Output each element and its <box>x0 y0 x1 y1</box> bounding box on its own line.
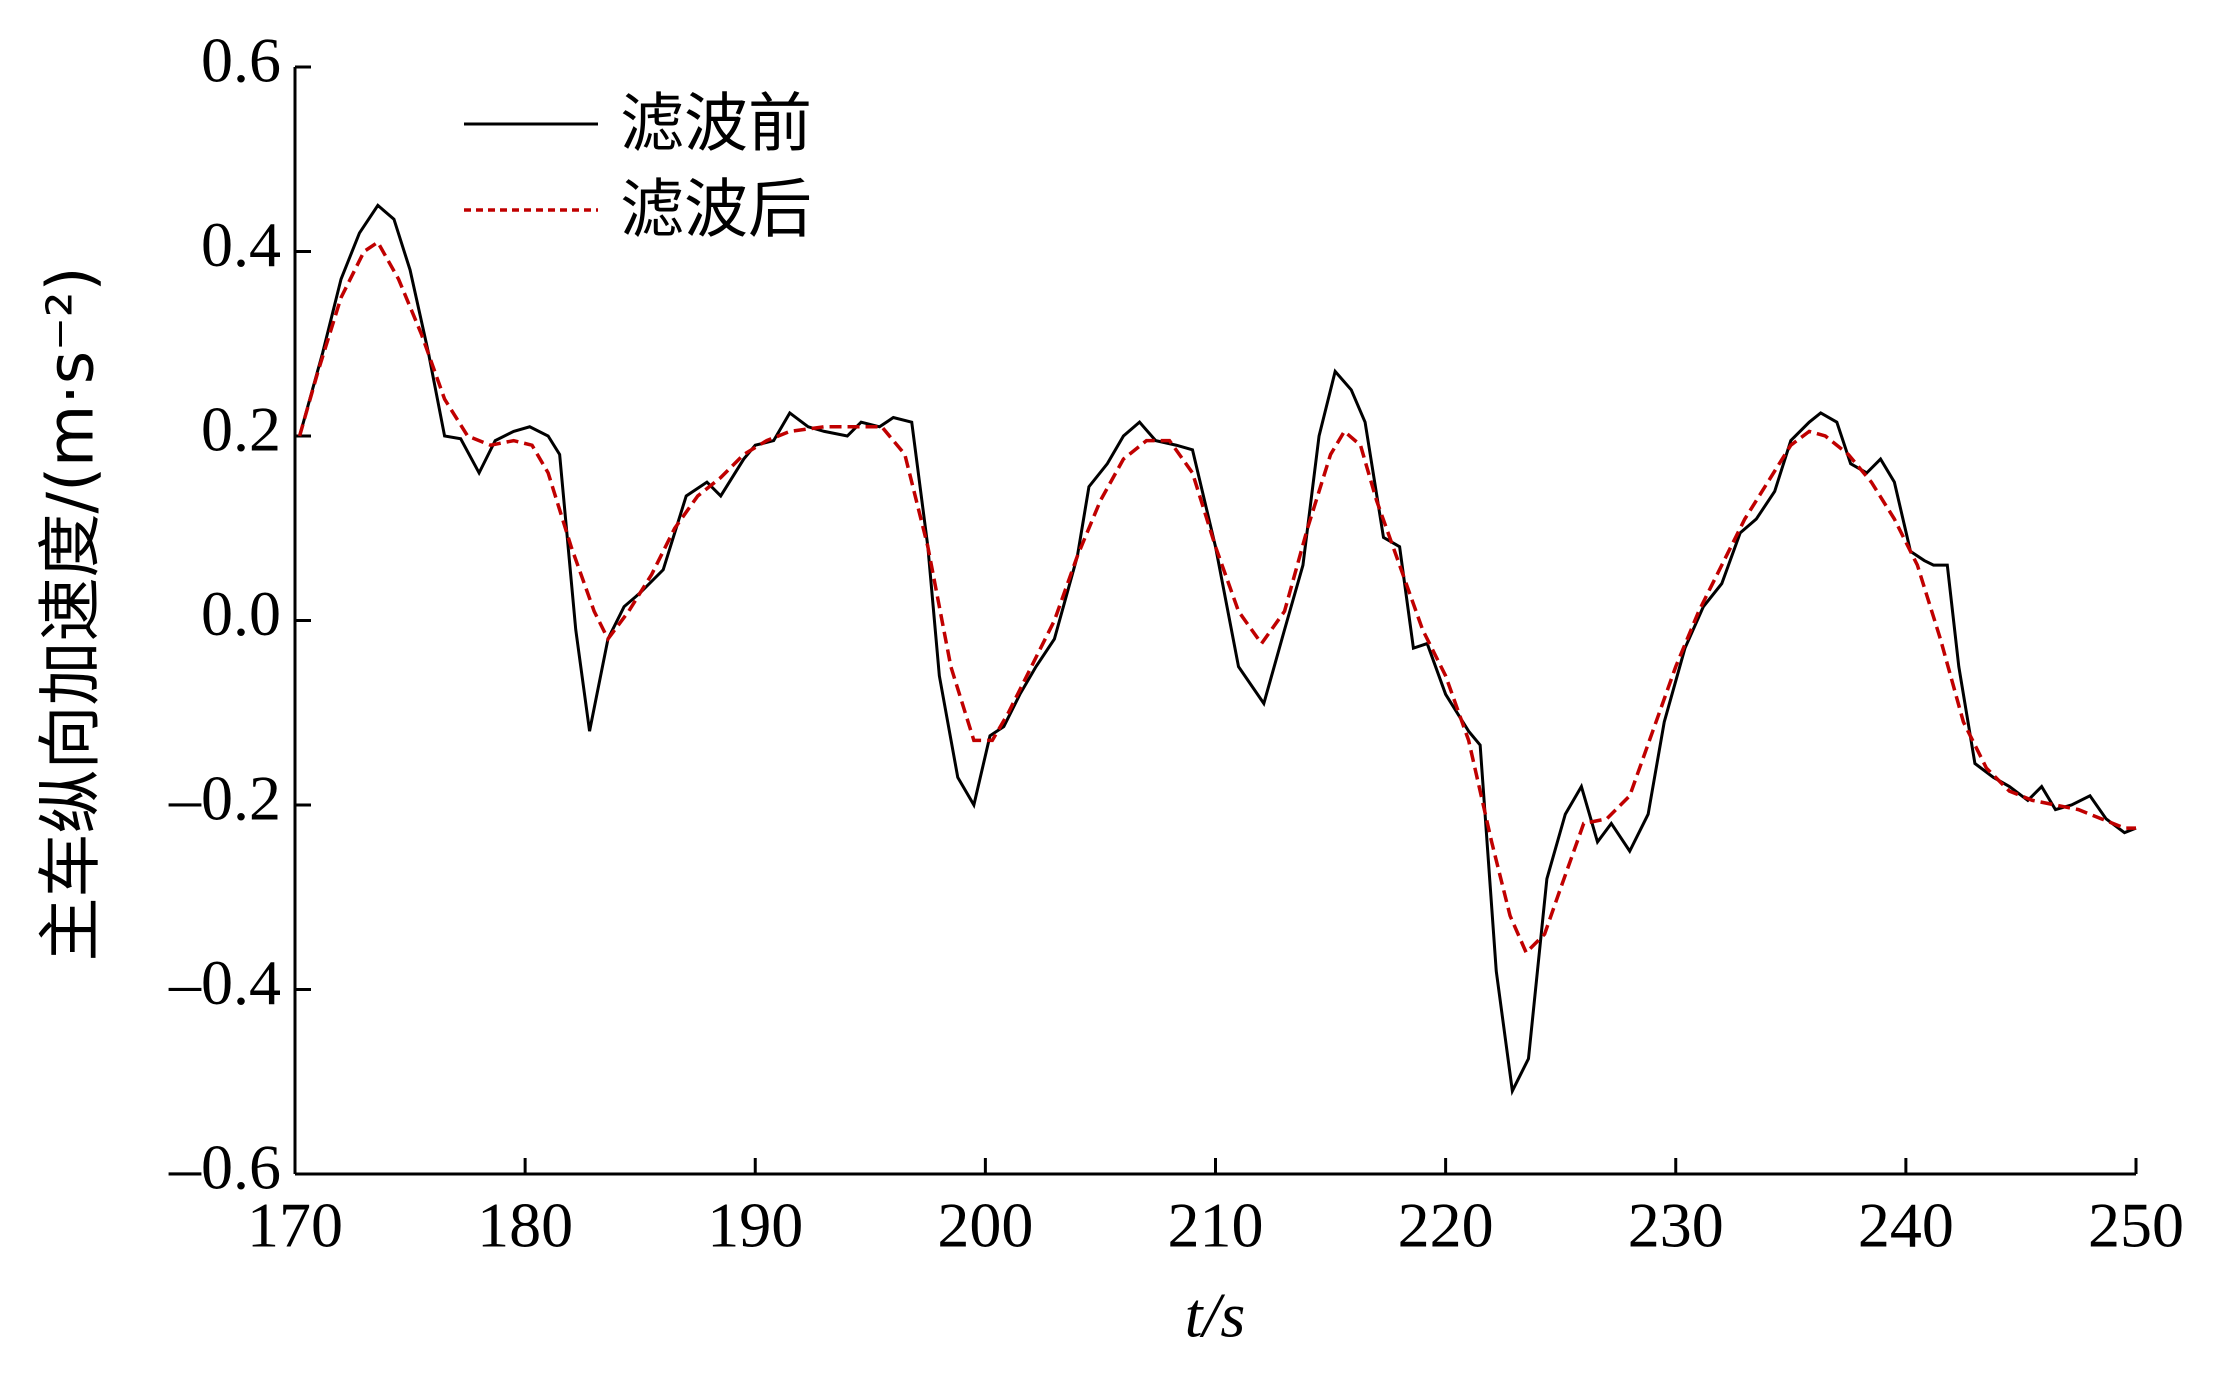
y-tick-label: –0.4 <box>168 947 281 1018</box>
x-tick-label: 210 <box>1168 1190 1264 1261</box>
x-axis-label: t/s <box>1185 1280 1245 1351</box>
x-tick-label: 170 <box>247 1190 343 1261</box>
y-tick-label: 0.4 <box>201 209 281 280</box>
x-tick-label: 220 <box>1398 1190 1494 1261</box>
y-tick-label: 0.0 <box>201 578 281 649</box>
y-axis-label: 主车纵向加速度/(m·s⁻²) <box>35 267 109 962</box>
legend-label: 滤波前 <box>620 88 812 162</box>
x-tick-label: 250 <box>2088 1190 2184 1261</box>
y-tick-label: –0.6 <box>168 1132 281 1203</box>
x-tick-label: 190 <box>707 1190 803 1261</box>
line-series <box>298 203 2137 1097</box>
y-tick-label: 0.2 <box>201 394 281 465</box>
x-tick-label: 240 <box>1858 1190 1954 1261</box>
y-tick-label: 0.6 <box>201 25 281 96</box>
x-tick-label: 180 <box>477 1190 573 1261</box>
x-tick-label: 200 <box>937 1190 1033 1261</box>
legend-label: 滤波后 <box>620 174 812 248</box>
x-tick-label: 230 <box>1628 1190 1724 1261</box>
line-series <box>297 239 2136 956</box>
y-tick-label: –0.2 <box>168 763 281 834</box>
